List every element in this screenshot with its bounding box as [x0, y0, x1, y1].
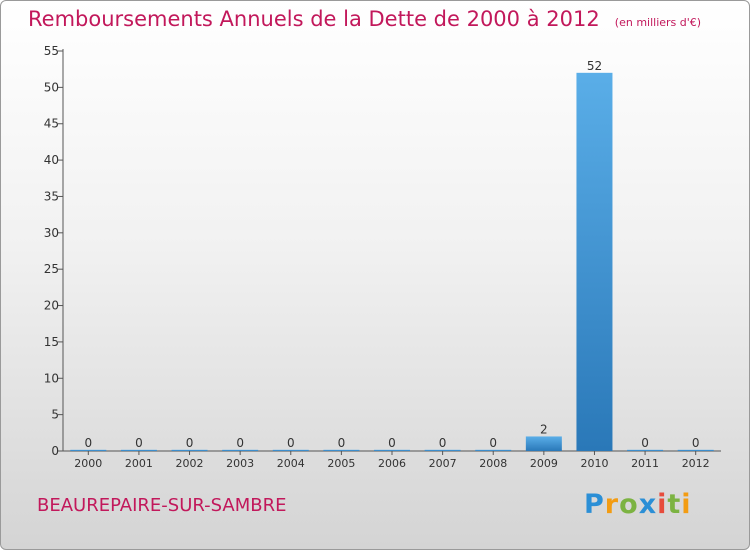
x-tick-label: 2000 — [74, 457, 102, 470]
y-tick-label: 10 — [44, 371, 59, 385]
x-tick-label: 2010 — [580, 457, 608, 470]
logo-letter: i — [657, 489, 668, 520]
bar — [576, 72, 613, 452]
x-tick-label: 2002 — [176, 457, 204, 470]
bar — [627, 449, 664, 451]
bar-value-label: 0 — [388, 436, 396, 450]
y-tick-label: 20 — [44, 299, 59, 313]
bar-value-label: 0 — [287, 436, 295, 450]
bar — [70, 449, 107, 451]
bar-value-label: 0 — [186, 436, 194, 450]
x-tick-label: 2005 — [327, 457, 355, 470]
chart-title: Remboursements Annuels de la Dette de 20… — [28, 7, 600, 31]
logo-letter: r — [604, 489, 620, 520]
bar — [424, 449, 461, 451]
bar-value-label: 0 — [439, 436, 447, 450]
x-tick-label: 2001 — [125, 457, 153, 470]
bar — [222, 449, 259, 451]
title-row: Remboursements Annuels de la Dette de 20… — [28, 7, 701, 31]
x-tick-label: 2008 — [479, 457, 507, 470]
x-tick-label: 2012 — [682, 457, 710, 470]
x-tick-label: 2004 — [277, 457, 305, 470]
y-tick-label: 45 — [44, 117, 59, 131]
chart-bars: 0 0 0 0 0 0 0 0 0 2 52 0 0 — [70, 59, 714, 452]
logo-letter: x — [638, 489, 658, 520]
bar-value-label: 0 — [692, 436, 700, 450]
logo-letter: t — [667, 489, 682, 520]
bar-value-label: 0 — [641, 436, 649, 450]
bar-value-label: 0 — [236, 436, 244, 450]
bar-value-label: 0 — [84, 436, 92, 450]
y-tick-label: 25 — [44, 262, 59, 276]
bar-value-label: 0 — [135, 436, 143, 450]
logo-letter: P — [584, 489, 605, 520]
y-tick-label: 15 — [44, 335, 59, 349]
x-tick-label: 2007 — [429, 457, 457, 470]
y-tick-label: 55 — [44, 44, 59, 58]
bar — [677, 449, 714, 451]
bar — [272, 449, 309, 451]
bar — [120, 449, 157, 451]
y-tick-label: 40 — [44, 153, 59, 167]
x-tick-label: 2006 — [378, 457, 406, 470]
bar — [323, 449, 360, 451]
commune-name: BEAUREPAIRE-SUR-SAMBRE — [37, 495, 287, 516]
bar-value-label: 52 — [587, 59, 602, 73]
x-tick-label: 2011 — [631, 457, 659, 470]
x-tick-label: 2009 — [530, 457, 558, 470]
chart-subtitle: (en milliers d'€) — [614, 16, 702, 29]
proxiti-logo: Proxiti — [584, 489, 692, 520]
x-tick-label: 2003 — [226, 457, 254, 470]
logo-letter: i — [681, 489, 692, 520]
bar — [171, 449, 208, 451]
y-tick-label: 50 — [44, 80, 59, 94]
bar — [374, 449, 410, 451]
bar — [525, 436, 562, 451]
bar — [475, 449, 512, 451]
bar-value-label: 0 — [489, 436, 497, 450]
y-tick-label: 35 — [44, 189, 59, 203]
y-tick-label: 5 — [51, 408, 59, 422]
y-tick-label: 0 — [51, 444, 59, 458]
bar-value-label: 0 — [338, 436, 346, 450]
logo-letter: o — [619, 489, 639, 520]
y-tick-label: 30 — [44, 226, 59, 240]
bar-value-label: 2 — [540, 422, 548, 436]
